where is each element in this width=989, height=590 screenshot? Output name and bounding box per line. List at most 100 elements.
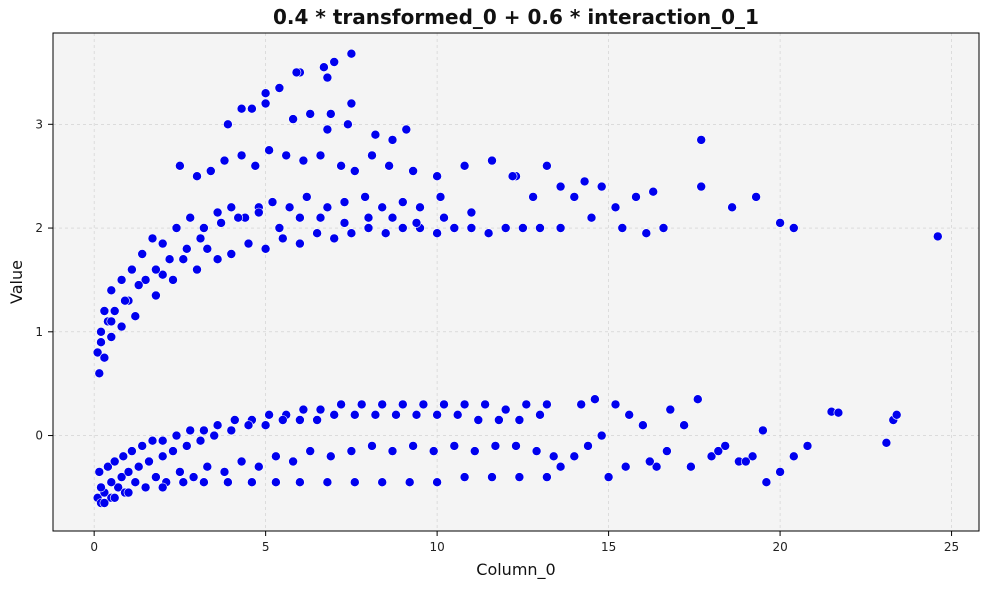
data-point	[106, 285, 117, 296]
data-point	[288, 456, 298, 467]
data-point	[788, 451, 799, 462]
data-point	[298, 155, 309, 166]
x-tick-label: 15	[601, 540, 616, 554]
data-point	[349, 477, 360, 488]
data-point	[459, 399, 470, 410]
data-point	[147, 435, 158, 446]
data-point	[662, 446, 672, 456]
data-point	[363, 223, 374, 233]
data-point	[397, 223, 408, 233]
data-point	[356, 399, 367, 410]
data-point	[92, 347, 103, 358]
data-point	[384, 161, 394, 171]
data-point	[651, 461, 662, 472]
data-point	[727, 202, 737, 213]
data-point	[346, 98, 357, 109]
data-point	[449, 441, 460, 451]
data-point	[118, 451, 129, 462]
data-point	[109, 492, 120, 503]
data-point	[264, 409, 274, 420]
data-point	[322, 202, 333, 213]
data-point	[99, 498, 110, 508]
data-point	[250, 161, 261, 171]
data-point	[432, 228, 442, 238]
data-point	[665, 404, 676, 415]
data-point	[596, 181, 607, 192]
data-point	[236, 150, 247, 161]
data-point	[932, 231, 943, 242]
y-axis-title: Value	[7, 260, 26, 304]
data-point	[432, 409, 442, 420]
data-point	[219, 155, 230, 166]
data-point	[617, 223, 628, 233]
data-point	[329, 409, 340, 420]
data-point	[312, 228, 322, 238]
data-point	[127, 264, 137, 275]
data-point	[319, 62, 329, 72]
data-point	[106, 316, 117, 327]
data-point	[531, 446, 542, 456]
data-point	[178, 477, 189, 488]
data-point	[130, 311, 141, 322]
data-point	[535, 409, 545, 420]
data-point	[339, 218, 350, 228]
data-point	[109, 456, 120, 467]
data-point	[123, 487, 134, 498]
data-point	[243, 238, 254, 249]
data-point	[281, 150, 292, 161]
data-point	[387, 446, 398, 456]
y-tick-label: 0	[35, 429, 43, 443]
data-point	[212, 207, 223, 218]
x-axis-title: Column_0	[476, 560, 555, 580]
data-point	[247, 103, 257, 114]
data-point	[96, 337, 106, 348]
data-point	[610, 202, 621, 213]
data-point	[346, 228, 357, 238]
data-point	[583, 441, 593, 451]
data-point	[761, 477, 772, 488]
data-point	[212, 420, 223, 431]
data-point	[157, 435, 168, 446]
data-point	[624, 409, 635, 420]
data-point	[226, 202, 237, 213]
data-point	[175, 161, 185, 171]
data-point	[298, 404, 309, 415]
data-point	[511, 441, 521, 451]
data-point	[387, 212, 398, 223]
data-point	[151, 290, 161, 301]
data-point	[171, 223, 182, 233]
data-point	[133, 461, 144, 472]
y-tick-label: 2	[35, 221, 43, 235]
data-point	[199, 477, 209, 488]
data-point	[569, 192, 580, 202]
x-tick-label: 5	[262, 540, 270, 554]
data-point	[226, 425, 237, 436]
data-point	[696, 135, 707, 145]
data-point	[199, 425, 209, 436]
data-point	[610, 399, 621, 410]
data-point	[391, 409, 401, 420]
data-point	[346, 48, 357, 59]
data-point	[116, 275, 127, 285]
data-point	[329, 233, 340, 244]
data-points	[92, 48, 943, 508]
data-point	[367, 441, 377, 451]
data-point	[264, 145, 274, 155]
data-point	[96, 326, 106, 337]
data-point	[295, 238, 305, 249]
data-point	[295, 212, 305, 223]
data-point	[696, 181, 707, 192]
data-point	[631, 192, 641, 202]
data-point	[322, 124, 333, 135]
data-point	[500, 223, 511, 233]
data-point	[109, 306, 120, 316]
data-point	[209, 430, 219, 441]
data-point	[178, 254, 189, 265]
data-point	[94, 467, 105, 477]
data-point	[706, 451, 717, 462]
data-point	[137, 249, 147, 259]
data-point	[435, 192, 446, 202]
data-point	[363, 212, 374, 223]
data-point	[236, 456, 247, 467]
